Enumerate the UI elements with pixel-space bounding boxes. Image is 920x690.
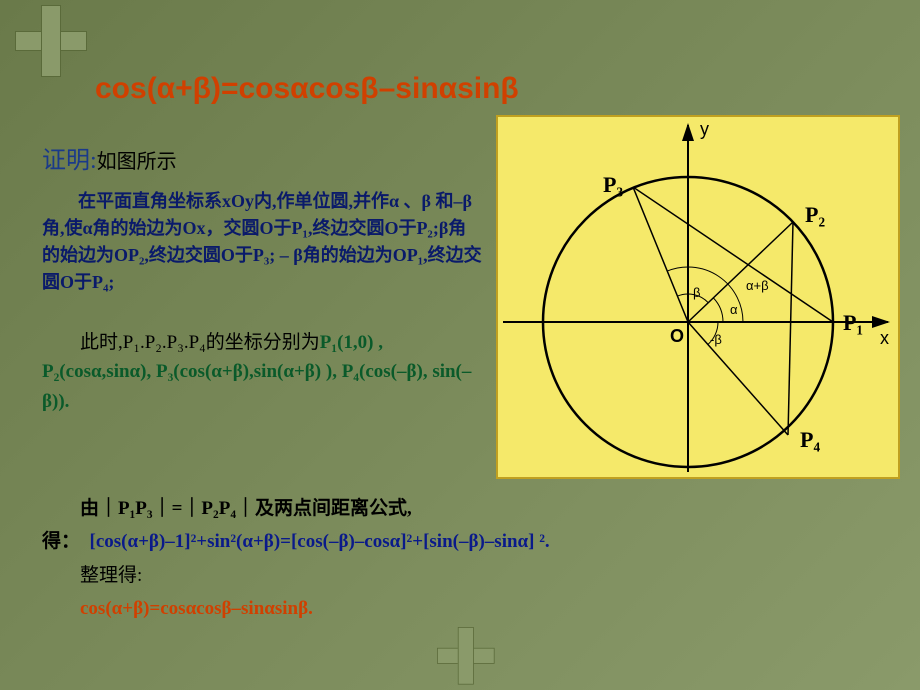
proof-label: 证明:如图所示 xyxy=(42,140,177,175)
svg-text:α: α xyxy=(730,302,738,317)
svg-text:P₃: P₃ xyxy=(603,172,623,197)
coordinates-paragraph: 此时,P₁.P₂.P₃.P₄的坐标分别为P₁(1,0) , P₂(cosα,si… xyxy=(42,328,482,416)
expanded-equation: [cos(α+β)–1]²+sin²(α+β)=[cos(–β)–cosα]²+… xyxy=(90,531,550,552)
svg-text:-β: -β xyxy=(710,332,722,347)
corner-decoration-tl xyxy=(15,5,85,75)
svg-text:O: O xyxy=(670,326,684,346)
dist-statement: 由｜P₁P₃｜=｜P₂P₄｜及两点间距离公式, xyxy=(80,498,412,519)
coords-intro: 此时,P₁.P₂.P₃.P₄的坐标分别为 xyxy=(80,332,320,353)
svg-text:α+β: α+β xyxy=(746,278,769,293)
svg-text:P₂: P₂ xyxy=(805,202,825,227)
construction-paragraph: 在平面直角坐标系xOy内,作单位圆,并作α 、β 和–β角,使α角的始边为Ox，… xyxy=(42,188,482,296)
svg-text:x: x xyxy=(880,328,889,348)
proof-word: 证明: xyxy=(42,148,97,174)
result-formula: cos(α+β)=cosαcosβ–sinαsinβ. xyxy=(80,598,313,619)
derivation-paragraph: 由｜P₁P₃｜=｜P₂P₄｜及两点间距离公式, 得： [cos(α+β)–1]²… xyxy=(42,492,862,625)
formula-title: cos(α+β)=cosαcosβ–sinαsinβ xyxy=(95,72,519,106)
svg-text:y: y xyxy=(700,119,709,139)
diagram-svg: α β α+β -β x y O P₁ P₂ P₃ P₄ xyxy=(498,117,898,477)
derive-prefix: 得： xyxy=(42,531,80,552)
svg-text:P₄: P₄ xyxy=(800,427,820,452)
unit-circle-diagram: α β α+β -β x y O P₁ P₂ P₃ P₄ xyxy=(496,115,900,479)
svg-text:β: β xyxy=(693,285,700,300)
svg-text:P₁: P₁ xyxy=(843,310,863,335)
proof-sub: 如图所示 xyxy=(97,151,177,173)
corner-decoration-br xyxy=(437,627,493,683)
simplify-label: 整理得: xyxy=(80,565,142,586)
